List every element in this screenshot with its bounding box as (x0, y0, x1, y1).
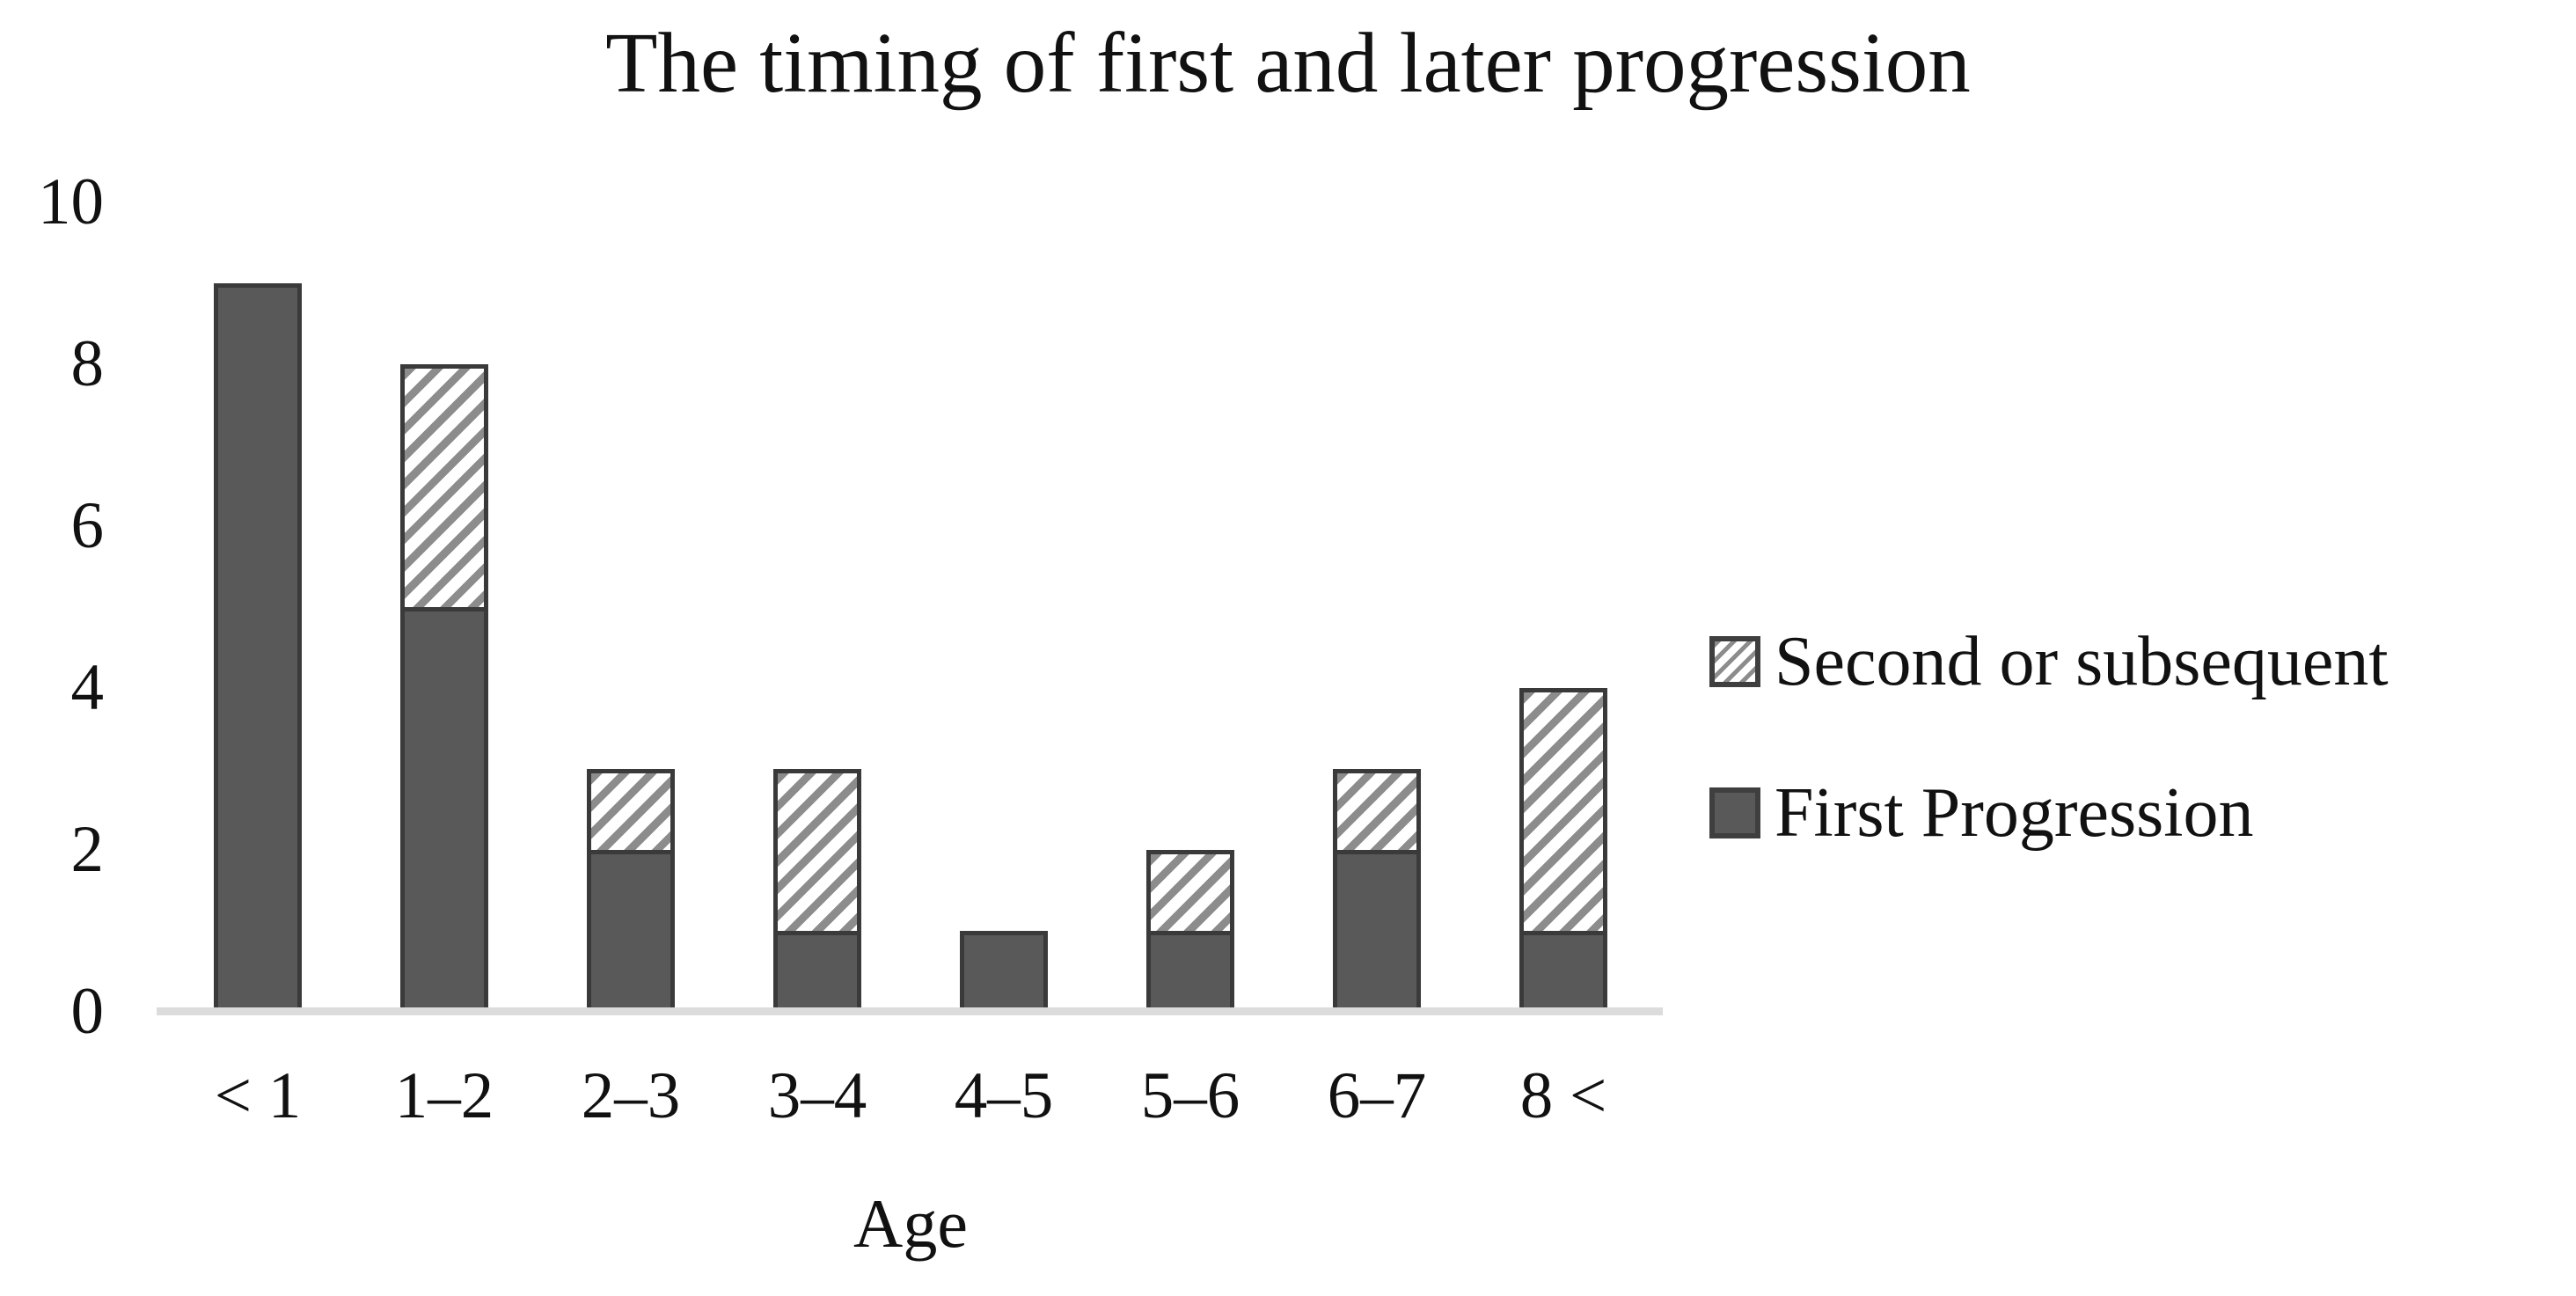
x-tick-label: 8 < (1519, 1059, 1607, 1132)
bar-segment-second-or-subsequent (773, 769, 861, 931)
chart-title: The timing of first and later progressio… (605, 16, 1971, 110)
bar-segment-second-or-subsequent (587, 769, 675, 850)
y-tick-label: 6 (70, 489, 105, 562)
x-axis-baseline (157, 1007, 1663, 1015)
solid-swatch-icon (1709, 787, 1760, 838)
bar-segment-first-progression (1519, 931, 1607, 1012)
bar-segment-first-progression (214, 283, 302, 1012)
bar-segment-second-or-subsequent (1146, 850, 1234, 931)
plot-area (165, 202, 1657, 1012)
hatched-swatch-icon (1709, 636, 1760, 687)
x-tick-label: 5–6 (1140, 1059, 1240, 1132)
bar-segment-first-progression (587, 850, 675, 1012)
x-tick-label: 1–2 (394, 1059, 494, 1132)
y-tick-label: 8 (70, 327, 105, 400)
bar-slot (165, 202, 351, 1012)
bar-slot (538, 202, 724, 1012)
x-tick-label: 3–4 (767, 1059, 867, 1132)
bar-segment-first-progression (960, 931, 1048, 1012)
bar-segment-second-or-subsequent (400, 364, 488, 607)
x-tick-label: 2–3 (581, 1059, 681, 1132)
bar-segment-first-progression (400, 607, 488, 1012)
y-tick-label: 2 (70, 813, 105, 886)
x-axis-tick-labels: < 1 1–2 2–3 3–4 4–5 5–6 6–7 8 < (165, 1059, 1657, 1133)
y-tick-label: 0 (70, 975, 105, 1048)
bar-segment-second-or-subsequent (1519, 688, 1607, 931)
bar-slot (911, 202, 1097, 1012)
legend-item: First Progression (1709, 778, 2389, 848)
legend-label: First Progression (1775, 774, 2254, 852)
legend: Second or subsequent First Progression (1709, 626, 2389, 929)
bar-slot (1284, 202, 1470, 1012)
y-tick-label: 4 (70, 651, 105, 724)
legend-label: Second or subsequent (1775, 623, 2389, 700)
bar-slot (351, 202, 538, 1012)
bar-slot (1097, 202, 1284, 1012)
bar-segment-first-progression (1146, 931, 1234, 1012)
bar-segment-second-or-subsequent (1333, 769, 1421, 850)
bar-slot (1470, 202, 1657, 1012)
x-tick-label: 4–5 (954, 1059, 1054, 1132)
bar-segment-first-progression (773, 931, 861, 1012)
legend-item: Second or subsequent (1709, 626, 2389, 697)
bar-slot (724, 202, 911, 1012)
x-tick-label: 6–7 (1327, 1059, 1427, 1132)
y-tick-label: 10 (38, 165, 104, 238)
y-axis-tick-labels: 0 2 4 6 8 10 (16, 0, 104, 1296)
x-tick-label: < 1 (214, 1059, 302, 1132)
bar-segment-first-progression (1333, 850, 1421, 1012)
x-axis-title: Age (853, 1185, 968, 1262)
